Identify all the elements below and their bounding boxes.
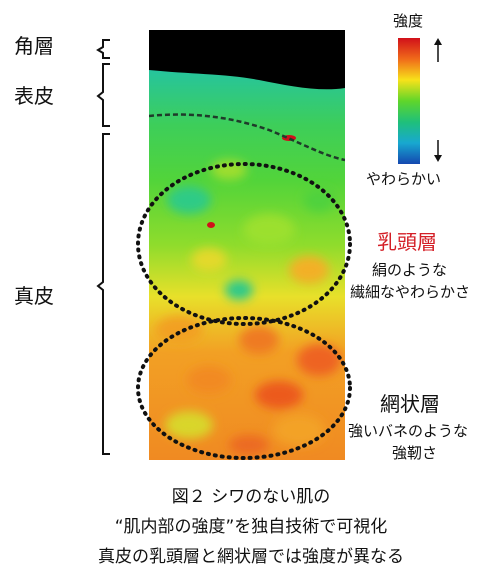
heatmap-base xyxy=(149,30,345,460)
legend-color-bar xyxy=(398,38,420,164)
papillary-layer-outline xyxy=(136,162,352,326)
layer-label-epidermis: 表皮 xyxy=(14,84,54,108)
epidermis-dermis-boundary xyxy=(149,113,345,162)
skin-intensity-heatmap xyxy=(149,30,345,460)
papillary-layer-desc-1: 絹のような xyxy=(372,261,448,279)
bracket-dermis xyxy=(96,133,110,455)
reticular-layer-outline xyxy=(136,316,352,460)
reticular-layer-desc-2: 強靭さ xyxy=(392,444,438,462)
reticular-layer-desc-1: 強いバネのような xyxy=(348,422,469,440)
arrow-up-icon xyxy=(434,38,442,62)
arrow-down-icon xyxy=(434,140,442,162)
bracket-epidermis xyxy=(96,63,110,127)
layer-label-dermis: 真皮 xyxy=(14,284,54,308)
legend-title: 強度 xyxy=(393,12,424,30)
caption-line-3: 真皮の乳頭層と網状層では強度が異なる xyxy=(98,547,404,567)
papillary-layer-desc-2: 繊細なやわらかさ xyxy=(350,283,471,301)
layer-label-stratum-corneum: 角層 xyxy=(14,34,54,58)
caption-line-2: “肌内部の強度”を独自技術で可視化 xyxy=(114,517,388,537)
heatmap-patches xyxy=(155,160,341,455)
hotspot xyxy=(207,222,215,228)
surface-black-region xyxy=(149,30,345,90)
bracket-stratum-corneum xyxy=(96,39,110,59)
layer-brackets xyxy=(96,39,110,455)
caption-line-1: 図２ シワのない肌の xyxy=(171,487,331,507)
papillary-layer-title: 乳頭層 xyxy=(377,230,437,254)
legend-bottom-label: やわらかい xyxy=(366,170,442,188)
legend-arrows xyxy=(434,38,442,162)
reticular-layer-title: 網状層 xyxy=(380,392,440,416)
